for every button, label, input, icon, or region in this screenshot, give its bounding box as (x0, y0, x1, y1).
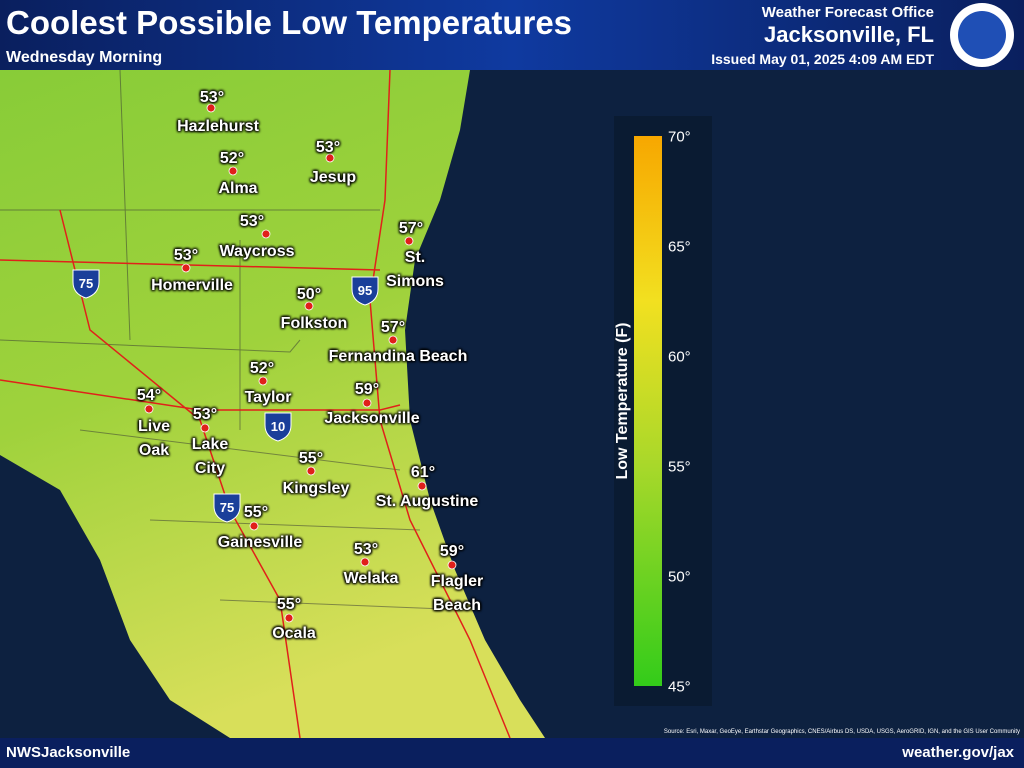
city-temp: 61° (410, 464, 436, 481)
city-temp: 59° (354, 381, 380, 398)
city-dots (144, 103, 457, 623)
office: Weather Forecast Office (761, 4, 934, 21)
city-name: Alma (218, 180, 258, 197)
city-temp: 53° (199, 89, 225, 106)
title: Coolest Possible Low Temperatures (6, 4, 573, 41)
city-name: Lake City (191, 436, 229, 477)
legend-tick: 50° (668, 568, 691, 586)
issued: Issued May 01, 2025 4:09 AM EDT (711, 51, 934, 67)
city-name: Live Oak (137, 418, 170, 459)
footer-bar (0, 738, 1024, 768)
legend-tick: 65° (668, 238, 691, 256)
city-name: Hazlehurst (177, 118, 259, 135)
city-name: Folkston (280, 315, 348, 332)
office-city: Jacksonville, FL (764, 22, 934, 47)
city-name: Jacksonville (324, 410, 420, 427)
city-name: St. Augustine (375, 493, 479, 510)
subtitle: Wednesday Morning (6, 49, 163, 66)
city-temp: 57° (380, 319, 406, 336)
legend-box (614, 116, 712, 706)
city-temp: 53° (353, 541, 379, 558)
footer-right: weather.gov/jax (902, 744, 1014, 761)
city-temp: 59° (439, 543, 465, 560)
city-temp: 55° (276, 596, 302, 613)
city-name: Jesup (309, 169, 357, 186)
shield-label: 95 (358, 283, 372, 298)
city-name: Gainesville (217, 534, 303, 551)
city-temp: 53° (192, 406, 218, 423)
borders (0, 69, 471, 611)
legend-tick: 55° (668, 458, 691, 476)
shield-label: 75 (220, 500, 234, 515)
header-bar (0, 0, 1024, 70)
city-name: Taylor (244, 389, 292, 406)
city-name: Waycross (219, 243, 295, 260)
legend-tick: 60° (668, 348, 691, 366)
city-temp: 52° (249, 360, 275, 377)
city-temp: 53° (173, 247, 199, 264)
city-temp: 50° (296, 286, 322, 303)
footer-left: NWSJacksonville (6, 744, 131, 761)
city-name: St. Simons (386, 249, 444, 290)
highways (0, 69, 511, 739)
legend-title: Low Temperature (F) (614, 322, 631, 479)
city-name: Flagler Beach (430, 573, 484, 614)
city-name: Ocala (272, 625, 316, 642)
city-temp: 52° (219, 150, 245, 167)
city-name: Fernandina Beach (328, 348, 468, 365)
city-temp: 55° (243, 504, 269, 521)
city-temp: 54° (136, 387, 162, 404)
legend-tick: 45° (668, 678, 691, 696)
city-temp: 53° (315, 139, 341, 156)
source: Source: Esri, Maxar, GeoEye, Earthstar G… (664, 729, 1020, 735)
shield-label: 75 (79, 276, 93, 291)
city-name: Homerville (151, 277, 233, 294)
shields: 75 95 10 75 (72, 269, 379, 523)
city-temp: 57° (398, 220, 424, 237)
city-temp: 53° (239, 213, 265, 230)
city-name: Kingsley (282, 480, 350, 497)
city-temp: 55° (298, 450, 324, 467)
shield-label: 10 (271, 419, 285, 434)
city-name: Welaka (343, 570, 399, 587)
legend-tick: 70° (668, 128, 691, 146)
legend-scale (634, 136, 662, 686)
nws-logo-inner (958, 11, 1006, 59)
